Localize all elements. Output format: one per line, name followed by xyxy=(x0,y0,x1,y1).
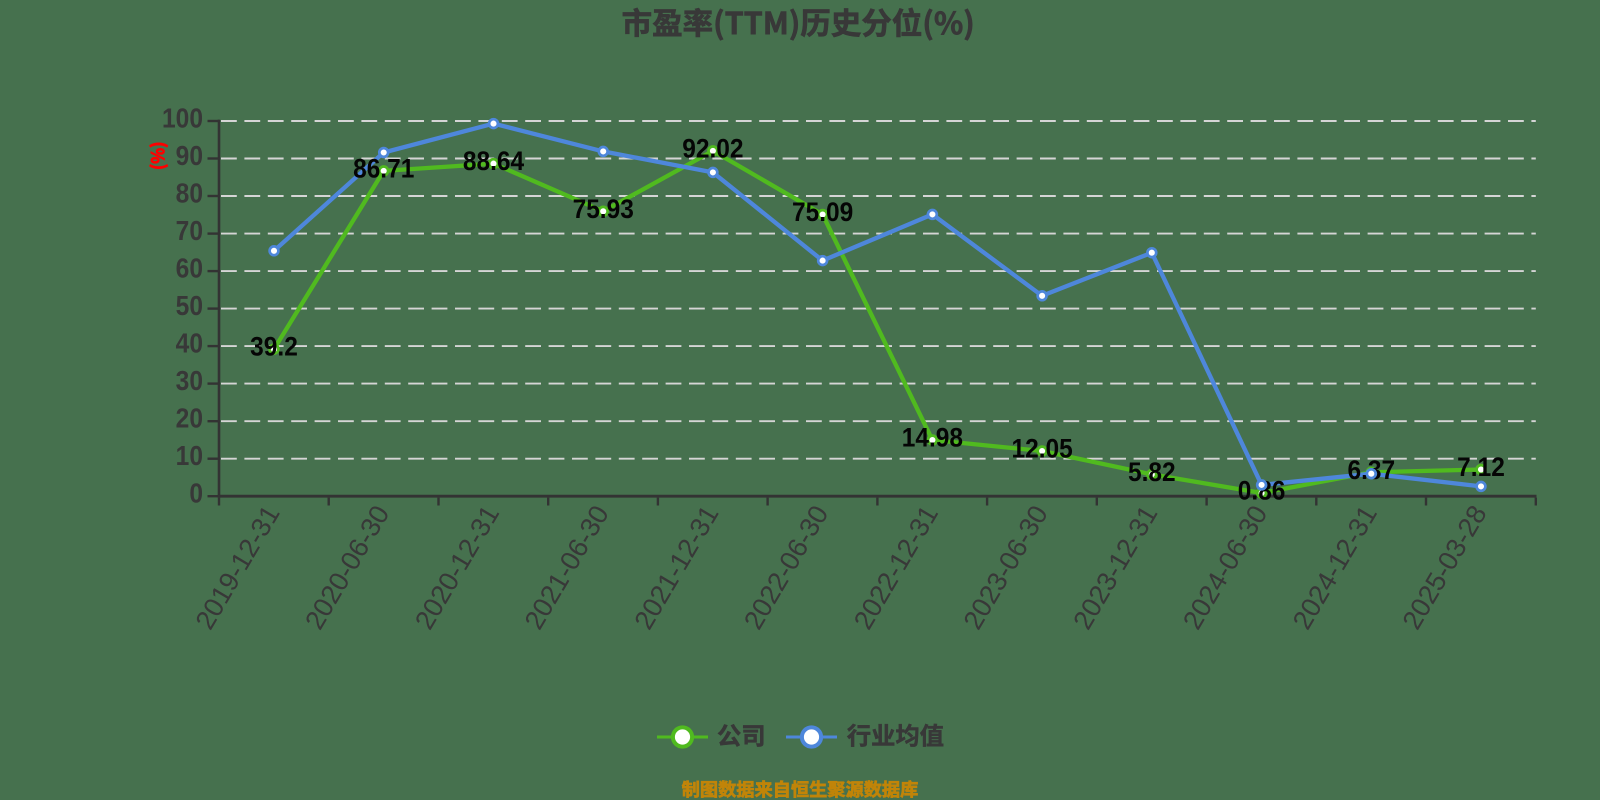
svg-text:5.82: 5.82 xyxy=(1128,458,1176,487)
svg-text:30: 30 xyxy=(176,365,203,397)
svg-text:40: 40 xyxy=(176,327,203,359)
svg-text:12.05: 12.05 xyxy=(1011,434,1072,463)
svg-text:14.98: 14.98 xyxy=(902,423,963,452)
svg-text:100: 100 xyxy=(162,102,203,134)
svg-text:50: 50 xyxy=(176,290,203,322)
svg-text:90: 90 xyxy=(176,139,203,171)
svg-text:70: 70 xyxy=(176,215,203,247)
svg-text:7.12: 7.12 xyxy=(1457,453,1505,482)
svg-text:10: 10 xyxy=(176,440,203,472)
svg-text:88.64: 88.64 xyxy=(463,147,525,176)
svg-text:60: 60 xyxy=(176,252,203,284)
svg-text:0: 0 xyxy=(189,477,203,509)
svg-text:92.02: 92.02 xyxy=(682,134,743,163)
svg-text:80: 80 xyxy=(176,177,203,209)
svg-text:39.2: 39.2 xyxy=(250,332,298,361)
svg-text:20: 20 xyxy=(176,402,203,434)
svg-text:75.93: 75.93 xyxy=(573,195,634,224)
svg-text:86.71: 86.71 xyxy=(353,154,414,183)
svg-text:75.09: 75.09 xyxy=(792,198,853,227)
